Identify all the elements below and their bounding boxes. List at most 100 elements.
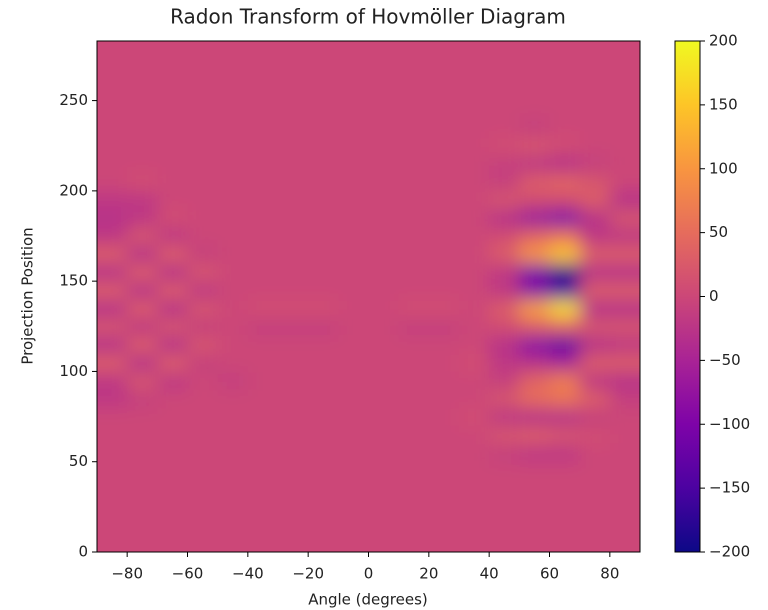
heatmap-cell — [579, 335, 611, 354]
heatmap-cell — [398, 371, 430, 390]
heatmap-cell — [459, 461, 490, 481]
heatmap-cell — [157, 425, 188, 445]
heatmap-cell — [519, 226, 550, 246]
heatmap-cell — [428, 226, 460, 246]
heatmap-cell — [579, 64, 611, 84]
heatmap-cell — [609, 317, 640, 336]
x-tick-label: 40 — [480, 565, 499, 583]
heatmap-cell — [579, 118, 611, 138]
heatmap-cell — [459, 154, 490, 174]
heatmap-cell — [609, 263, 640, 282]
heatmap-cell — [579, 154, 611, 174]
heatmap-cell — [127, 497, 158, 517]
x-tick-label: 80 — [600, 565, 619, 583]
heatmap-cell — [489, 317, 520, 336]
heatmap-cell — [187, 533, 219, 552]
heatmap-cell — [217, 497, 249, 517]
heatmap-cell — [187, 461, 219, 481]
heatmap-cell — [247, 461, 279, 481]
heatmap-cell — [549, 479, 581, 499]
heatmap-cell — [157, 82, 188, 102]
heatmap-cell — [398, 281, 430, 300]
heatmap-cell — [247, 353, 279, 372]
heatmap-cell — [459, 190, 490, 210]
heatmap-cell — [398, 389, 430, 409]
colorbar-tick-label: −200 — [709, 543, 750, 561]
heatmap-cell — [519, 407, 550, 427]
colorbar — [674, 40, 701, 553]
heatmap-cell — [549, 407, 581, 427]
heatmap-cell — [579, 515, 611, 535]
heatmap-cell — [278, 425, 309, 445]
heatmap-cell — [549, 208, 581, 228]
heatmap-cell — [609, 335, 640, 354]
heatmap-cell — [459, 64, 490, 84]
heatmap-cell — [489, 335, 520, 354]
heatmap-cell — [398, 64, 430, 84]
heatmap-cell — [489, 407, 520, 427]
heatmap-cell — [127, 371, 158, 390]
heatmap-cell — [278, 443, 309, 463]
heatmap-cell — [519, 371, 550, 390]
heatmap-cell — [338, 46, 369, 65]
heatmap-cell — [217, 245, 249, 264]
heatmap-cell — [157, 64, 188, 84]
heatmap-cell — [398, 263, 430, 282]
heatmap-cell — [308, 226, 339, 246]
heatmap-cell — [157, 190, 188, 210]
heatmap-cell — [609, 443, 640, 463]
heatmap-cell — [428, 64, 460, 84]
heatmap-cell — [428, 407, 460, 427]
heatmap-cell — [127, 353, 158, 372]
heatmap-cell — [489, 41, 520, 47]
heatmap-cell — [459, 515, 490, 535]
heatmap-cell — [519, 245, 550, 264]
heatmap-cell — [549, 461, 581, 481]
heatmap-cell — [247, 190, 279, 210]
heatmap-cell — [459, 407, 490, 427]
heatmap-cell — [308, 245, 339, 264]
heatmap-cell — [459, 263, 490, 282]
heatmap-cell — [428, 172, 460, 192]
heatmap-cell — [157, 208, 188, 228]
heatmap-cell — [368, 118, 400, 138]
heatmap-cell — [579, 533, 611, 552]
heatmap-cell — [398, 479, 430, 499]
y-tick-label: 50 — [69, 452, 88, 470]
heatmap-cell — [368, 82, 400, 102]
heatmap-cell — [157, 154, 188, 174]
heatmap-cell — [368, 371, 400, 390]
heatmap-cell — [308, 533, 339, 552]
heatmap-cell — [187, 154, 219, 174]
heatmap-cell — [489, 371, 520, 390]
heatmap-cell — [398, 353, 430, 372]
heatmap-cell — [609, 515, 640, 535]
heatmap-cell — [217, 389, 249, 409]
heatmap-cell — [308, 100, 339, 120]
heatmap-cell — [368, 443, 400, 463]
heatmap-cell — [549, 371, 581, 390]
heatmap-cell — [368, 154, 400, 174]
heatmap-cell — [187, 172, 219, 192]
heatmap-cell — [308, 389, 339, 409]
heatmap-cell — [489, 64, 520, 84]
x-tick-label: −60 — [172, 565, 204, 583]
heatmap-cell — [459, 226, 490, 246]
heatmap-cell — [549, 136, 581, 156]
heatmap-cell — [398, 443, 430, 463]
heatmap-cell — [579, 461, 611, 481]
heatmap-cell — [187, 190, 219, 210]
heatmap-cell — [157, 118, 188, 138]
heatmap-cell — [97, 317, 128, 336]
heatmap-cell — [247, 118, 279, 138]
heatmap-cell — [579, 263, 611, 282]
heatmap-cell — [308, 41, 339, 47]
heatmap-cell — [428, 461, 460, 481]
heatmap-cell — [549, 154, 581, 174]
heatmap-cell — [519, 46, 550, 65]
heatmap-cell — [368, 281, 400, 300]
heatmap-cell — [368, 172, 400, 192]
heatmap-cell — [278, 353, 309, 372]
heatmap-cell — [217, 41, 249, 47]
